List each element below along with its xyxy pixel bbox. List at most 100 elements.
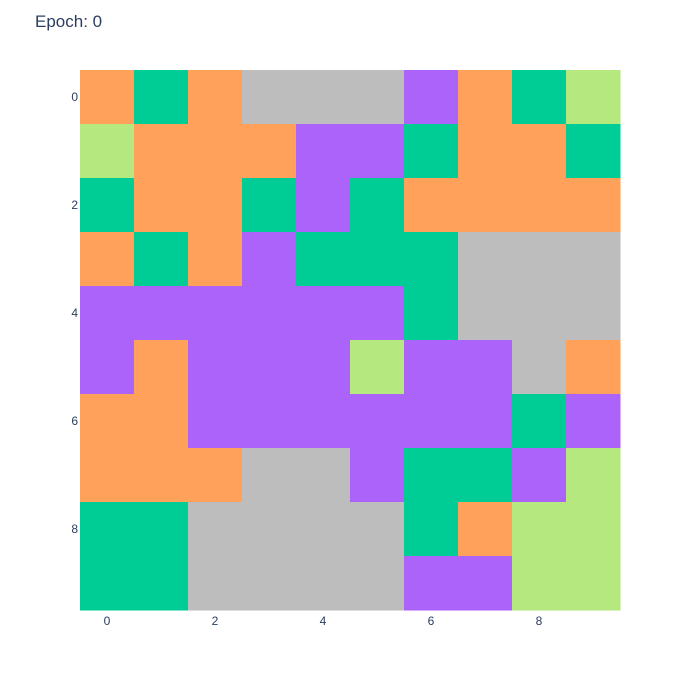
heatmap-cell-r8-c4 [296, 502, 351, 557]
heatmap-cell-r0-c9 [566, 70, 621, 125]
heatmap-cell-r6-c8 [512, 394, 567, 449]
heatmap-cell-r7-c0 [80, 448, 135, 503]
heatmap-cell-r7-c1 [134, 448, 189, 503]
heatmap-cell-r1-c7 [458, 124, 513, 179]
heatmap-cell-r0-c2 [188, 70, 243, 125]
heatmap-cell-r6-c9 [566, 394, 621, 449]
heatmap-cell-r6-c4 [296, 394, 351, 449]
heatmap-cell-r2-c4 [296, 178, 351, 233]
heatmap-cell-r6-c1 [134, 394, 189, 449]
heatmap-cell-r7-c7 [458, 448, 513, 503]
y-tick-label: 6 [71, 414, 78, 428]
heatmap-cell-r5-c3 [242, 340, 297, 395]
heatmap-cell-r8-c2 [188, 502, 243, 557]
heatmap-cell-r4-c1 [134, 286, 189, 341]
heatmap-cell-r6-c0 [80, 394, 135, 449]
heatmap-cell-r0-c5 [350, 70, 405, 125]
heatmap-cell-r6-c6 [404, 394, 459, 449]
x-tick-label: 4 [320, 614, 327, 628]
heatmap-cell-r7-c5 [350, 448, 405, 503]
heatmap-cell-r3-c0 [80, 232, 135, 287]
heatmap-cell-r7-c2 [188, 448, 243, 503]
heatmap-cell-r5-c9 [566, 340, 621, 395]
y-tick-label: 2 [71, 198, 78, 212]
heatmap-cell-r0-c4 [296, 70, 351, 125]
heatmap-cell-r1-c4 [296, 124, 351, 179]
heatmap-cell-r3-c8 [512, 232, 567, 287]
heatmap-cell-r4-c4 [296, 286, 351, 341]
heatmap-cells [80, 70, 621, 611]
heatmap-cell-r1-c3 [242, 124, 297, 179]
heatmap-cell-r2-c9 [566, 178, 621, 233]
heatmap-cell-r1-c6 [404, 124, 459, 179]
heatmap-cell-r6-c7 [458, 394, 513, 449]
heatmap-cell-r0-c7 [458, 70, 513, 125]
heatmap-cell-r2-c1 [134, 178, 189, 233]
heatmap-cell-r9-c8 [512, 556, 567, 611]
y-tick-label: 0 [71, 90, 78, 104]
heatmap-cell-r2-c6 [404, 178, 459, 233]
heatmap-cell-r4-c3 [242, 286, 297, 341]
heatmap-cell-r5-c2 [188, 340, 243, 395]
heatmap-cell-r7-c8 [512, 448, 567, 503]
heatmap-cell-r1-c9 [566, 124, 621, 179]
heatmap-cell-r3-c2 [188, 232, 243, 287]
heatmap-cell-r4-c8 [512, 286, 567, 341]
heatmap-cell-r9-c3 [242, 556, 297, 611]
heatmap-cell-r6-c3 [242, 394, 297, 449]
heatmap-cell-r3-c3 [242, 232, 297, 287]
heatmap-cell-r2-c0 [80, 178, 135, 233]
heatmap-cell-r5-c5 [350, 340, 405, 395]
heatmap-cell-r2-c7 [458, 178, 513, 233]
heatmap-cell-r5-c6 [404, 340, 459, 395]
heatmap-cell-r8-c0 [80, 502, 135, 557]
heatmap-cell-r9-c9 [566, 556, 621, 611]
heatmap-cell-r4-c9 [566, 286, 621, 341]
heatmap-cell-r6-c2 [188, 394, 243, 449]
heatmap-cell-r7-c6 [404, 448, 459, 503]
heatmap-cell-r5-c8 [512, 340, 567, 395]
heatmap-cell-r8-c5 [350, 502, 405, 557]
heatmap-cell-r0-c1 [134, 70, 189, 125]
x-axis-ticks: 0 2 4 6 8 [104, 614, 543, 628]
heatmap-cell-r8-c6 [404, 502, 459, 557]
heatmap-cell-r9-c0 [80, 556, 135, 611]
heatmap-cell-r3-c4 [296, 232, 351, 287]
heatmap-cell-r0-c0 [80, 70, 135, 125]
heatmap-cell-r4-c7 [458, 286, 513, 341]
chart-title: Epoch: 0 [35, 12, 103, 31]
heatmap-cell-r1-c8 [512, 124, 567, 179]
heatmap-cell-r7-c4 [296, 448, 351, 503]
heatmap-cell-r3-c5 [350, 232, 405, 287]
heatmap-cell-r7-c9 [566, 448, 621, 503]
heatmap-cell-r9-c4 [296, 556, 351, 611]
heatmap-cell-r9-c2 [188, 556, 243, 611]
heatmap-cell-r2-c5 [350, 178, 405, 233]
heatmap-cell-r1-c2 [188, 124, 243, 179]
heatmap-cell-r9-c6 [404, 556, 459, 611]
heatmap-cell-r9-c5 [350, 556, 405, 611]
x-tick-label: 6 [428, 614, 435, 628]
heatmap-cell-r8-c8 [512, 502, 567, 557]
heatmap-cell-r7-c3 [242, 448, 297, 503]
heatmap-cell-r5-c7 [458, 340, 513, 395]
heatmap-cell-r9-c7 [458, 556, 513, 611]
heatmap-cell-r1-c1 [134, 124, 189, 179]
heatmap-cell-r8-c3 [242, 502, 297, 557]
heatmap-cell-r3-c6 [404, 232, 459, 287]
heatmap-cell-r8-c9 [566, 502, 621, 557]
x-tick-label: 2 [212, 614, 219, 628]
heatmap-cell-r0-c3 [242, 70, 297, 125]
heatmap-cell-r4-c6 [404, 286, 459, 341]
heatmap-cell-r5-c0 [80, 340, 135, 395]
heatmap-cell-r9-c1 [134, 556, 189, 611]
heatmap-cell-r6-c5 [350, 394, 405, 449]
heatmap-cell-r5-c4 [296, 340, 351, 395]
heatmap-cell-r8-c1 [134, 502, 189, 557]
heatmap-cell-r4-c0 [80, 286, 135, 341]
heatmap-cell-r2-c3 [242, 178, 297, 233]
heatmap-cell-r4-c2 [188, 286, 243, 341]
heatmap-cell-r1-c5 [350, 124, 405, 179]
heatmap-cell-r2-c2 [188, 178, 243, 233]
